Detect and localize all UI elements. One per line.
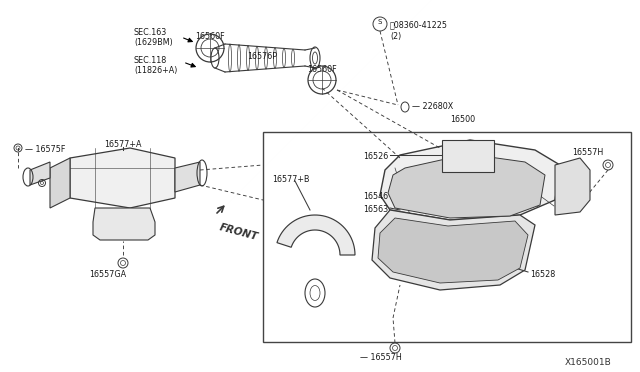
Text: S: S bbox=[378, 19, 382, 25]
Bar bbox=[263, 132, 631, 342]
Text: SEC.118
(11826+A): SEC.118 (11826+A) bbox=[134, 56, 177, 76]
Polygon shape bbox=[93, 208, 155, 240]
Polygon shape bbox=[378, 218, 528, 283]
Text: 16557GA: 16557GA bbox=[90, 270, 127, 279]
Bar bbox=[442, 140, 494, 172]
Text: FRONT: FRONT bbox=[218, 222, 259, 242]
Text: 16526: 16526 bbox=[363, 152, 388, 161]
Text: 16576P: 16576P bbox=[247, 52, 277, 61]
Text: (2): (2) bbox=[390, 32, 401, 41]
Polygon shape bbox=[555, 158, 590, 215]
Text: 16563: 16563 bbox=[363, 205, 388, 214]
Polygon shape bbox=[175, 162, 200, 192]
Text: — 16557H: — 16557H bbox=[360, 353, 402, 362]
Polygon shape bbox=[388, 154, 545, 218]
Polygon shape bbox=[372, 210, 535, 290]
Text: 16528: 16528 bbox=[530, 270, 556, 279]
Text: 16560F: 16560F bbox=[307, 65, 337, 74]
Polygon shape bbox=[277, 215, 355, 255]
Text: 16546: 16546 bbox=[363, 192, 388, 201]
Polygon shape bbox=[380, 140, 560, 220]
Text: 16577+A: 16577+A bbox=[104, 140, 141, 149]
Text: — 22680X: — 22680X bbox=[412, 102, 453, 111]
Text: 16560F: 16560F bbox=[195, 32, 225, 41]
Text: SEC.163
(1629BM): SEC.163 (1629BM) bbox=[134, 28, 173, 47]
Polygon shape bbox=[50, 158, 70, 208]
Text: 16577+B: 16577+B bbox=[272, 175, 310, 184]
Text: Ⓢ08360-41225: Ⓢ08360-41225 bbox=[390, 20, 448, 29]
Polygon shape bbox=[30, 162, 50, 185]
Polygon shape bbox=[70, 148, 175, 208]
Text: — 16575F: — 16575F bbox=[25, 145, 65, 154]
Text: 16500: 16500 bbox=[450, 115, 475, 124]
Text: 16557H: 16557H bbox=[572, 148, 604, 157]
Text: X165001B: X165001B bbox=[565, 358, 612, 367]
